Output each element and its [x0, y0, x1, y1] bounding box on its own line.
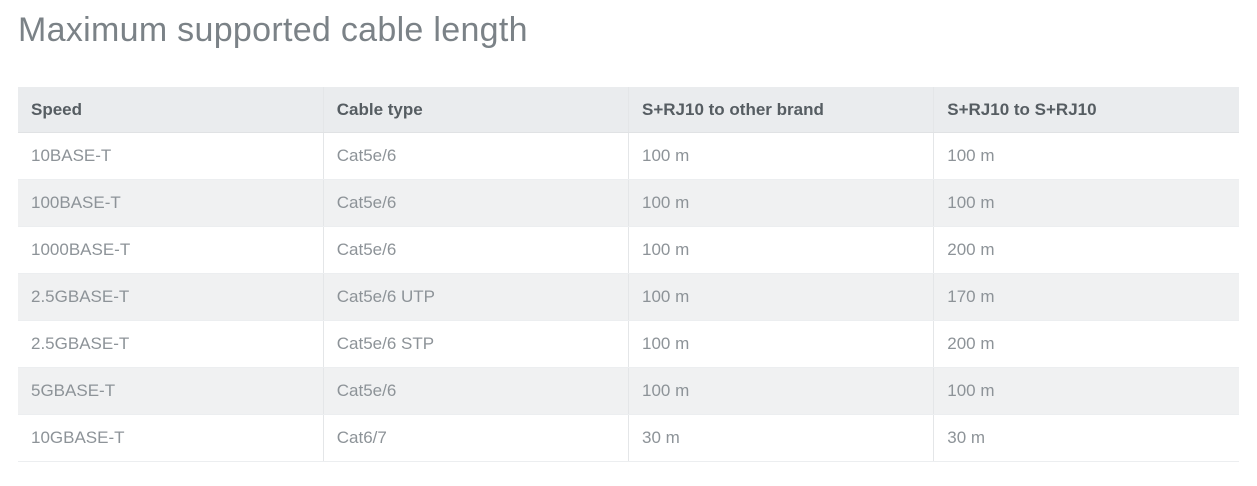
table-cell: 100 m [628, 367, 935, 416]
column-header-s-rj10-to-other-brand: S+RJ10 to other brand [628, 86, 935, 134]
column-header-cable-type: Cable type [323, 86, 630, 134]
table-cell: 1000BASE-T [18, 226, 324, 275]
table-cell: 200 m [933, 320, 1239, 369]
table-cell: Cat5e/6 STP [323, 320, 630, 369]
table-row: 1000BASE-T Cat5e/6 100 m 200 m [18, 226, 1239, 275]
column-header-s-rj10-to-s-rj10: S+RJ10 to S+RJ10 [933, 86, 1239, 134]
table-row: 10GBASE-T Cat6/7 30 m 30 m [18, 414, 1239, 463]
table-cell: 100BASE-T [18, 179, 324, 228]
table-cell: 170 m [933, 273, 1239, 322]
header-row: Speed Cable type S+RJ10 to other brand S+RJ… [18, 86, 1239, 134]
table-row: 5GBASE-T Cat5e/6 100 m 100 m [18, 367, 1239, 416]
table-cell: 100 m [628, 226, 935, 275]
table-cell: 10GBASE-T [18, 414, 324, 463]
table-cell: 30 m [628, 414, 935, 463]
table-header: Speed Cable type S+RJ10 to other brand S+RJ… [18, 86, 1239, 134]
cable-length-table: Speed Cable type S+RJ10 to other brand S+RJ… [18, 86, 1239, 463]
table-cell: Cat5e/6 [323, 367, 630, 416]
page-title: Maximum supported cable length [18, 11, 528, 49]
table-cell: 100 m [628, 179, 935, 228]
table-cell: 100 m [628, 132, 935, 181]
table-cell: Cat5e/6 [323, 179, 630, 228]
table-cell: 2.5GBASE-T [18, 273, 324, 322]
table-row: 2.5GBASE-T Cat5e/6 STP 100 m 200 m [18, 320, 1239, 369]
table-cell: 100 m [628, 273, 935, 322]
table-cell: Cat6/7 [323, 414, 630, 463]
table-cell: 100 m [628, 320, 935, 369]
column-header-speed: Speed [18, 86, 324, 134]
table-row: 10BASE-T Cat5e/6 100 m 100 m [18, 132, 1239, 181]
table-cell: 200 m [933, 226, 1239, 275]
table-cell: 5GBASE-T [18, 367, 324, 416]
table-cell: 100 m [933, 179, 1239, 228]
table-cell: Cat5e/6 [323, 132, 630, 181]
table-cell: 2.5GBASE-T [18, 320, 324, 369]
table-cell: 100 m [933, 367, 1239, 416]
table-cell: 10BASE-T [18, 132, 324, 181]
content-area: Maximum supported cable length Speed Cabl… [0, 10, 1257, 463]
table-cell: Cat5e/6 [323, 226, 630, 275]
table-cell: Cat5e/6 UTP [323, 273, 630, 322]
table-row: 2.5GBASE-T Cat5e/6 UTP 100 m 170 m [18, 273, 1239, 322]
table-body: 10BASE-T Cat5e/6 100 m 100 m 100BASE-T Cat5e/… [18, 132, 1239, 463]
table-cell: 30 m [933, 414, 1239, 463]
table-row: 100BASE-T Cat5e/6 100 m 100 m [18, 179, 1239, 228]
table-cell: 100 m [933, 132, 1239, 181]
